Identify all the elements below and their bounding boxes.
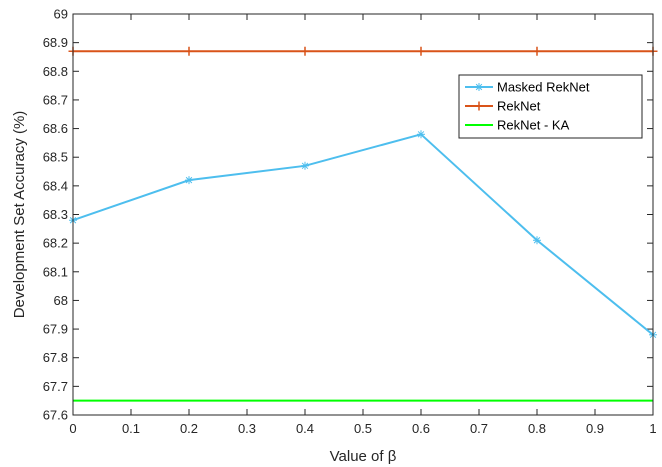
data-point [475, 83, 483, 91]
legend-label: RekNet - KA [497, 118, 570, 133]
series-masked-reknet [69, 130, 657, 339]
x-tick-label: 0.8 [528, 421, 546, 436]
data-point [533, 236, 541, 245]
data-point [301, 161, 309, 170]
data-point [474, 101, 484, 111]
x-tick-label: 0.4 [296, 421, 314, 436]
y-tick-label: 67.8 [43, 350, 68, 365]
x-tick-label: 0.2 [180, 421, 198, 436]
x-axis-ticks: 0 0.1 0.2 0.3 0.4 0.5 0.6 0.7 0.8 0.9 1 [69, 14, 657, 436]
x-tick-label: 1 [649, 421, 656, 436]
y-tick-label: 68.2 [43, 236, 68, 251]
x-tick-label: 0.6 [412, 421, 430, 436]
y-tick-label: 67.7 [43, 379, 68, 394]
data-point [184, 46, 194, 56]
x-tick-label: 0.3 [238, 421, 256, 436]
legend-item: Masked RekNet [465, 80, 590, 95]
y-tick-label: 68.1 [43, 264, 68, 279]
legend-item: RekNet [465, 99, 541, 114]
y-axis-ticks: 67.6 67.7 67.8 67.9 68 68.1 68.2 68.3 68.4 68.5 68… [43, 7, 653, 423]
y-tick-label: 68.6 [43, 121, 68, 136]
data-point [300, 46, 310, 56]
plot-background [73, 14, 653, 415]
series-layer [68, 46, 658, 402]
plot-frame [72, 13, 654, 416]
data-point [417, 130, 425, 139]
x-tick-label: 0.1 [122, 421, 140, 436]
x-tick-label: 0.7 [470, 421, 488, 436]
y-tick-label: 68.3 [43, 207, 68, 222]
series-reknet [68, 46, 658, 56]
y-axis-title: Development Set Accuracy (%) [11, 111, 28, 319]
series-line [72, 133, 654, 336]
legend: Masked RekNet RekNet RekNet - KA [458, 74, 643, 139]
x-axis-title: Value of β [330, 448, 397, 465]
y-tick-label: 68.5 [43, 150, 68, 165]
legend-label: RekNet [497, 99, 541, 114]
y-tick-label: 68.8 [43, 64, 68, 79]
y-tick-label: 67.9 [43, 322, 68, 337]
data-point [532, 46, 542, 56]
y-tick-label: 67.6 [43, 408, 68, 423]
y-tick-label: 68 [54, 293, 68, 308]
y-tick-label: 68.9 [43, 35, 68, 50]
x-tick-label: 0 [69, 421, 76, 436]
data-point [185, 176, 193, 185]
legend-label: Masked RekNet [497, 80, 590, 95]
y-tick-label: 68.4 [43, 178, 68, 193]
x-tick-label: 0.9 [586, 421, 604, 436]
y-tick-label: 69 [54, 7, 68, 22]
x-tick-label: 0.5 [354, 421, 372, 436]
legend-item: RekNet - KA [465, 118, 570, 133]
data-point [416, 46, 426, 56]
y-tick-label: 68.7 [43, 92, 68, 107]
